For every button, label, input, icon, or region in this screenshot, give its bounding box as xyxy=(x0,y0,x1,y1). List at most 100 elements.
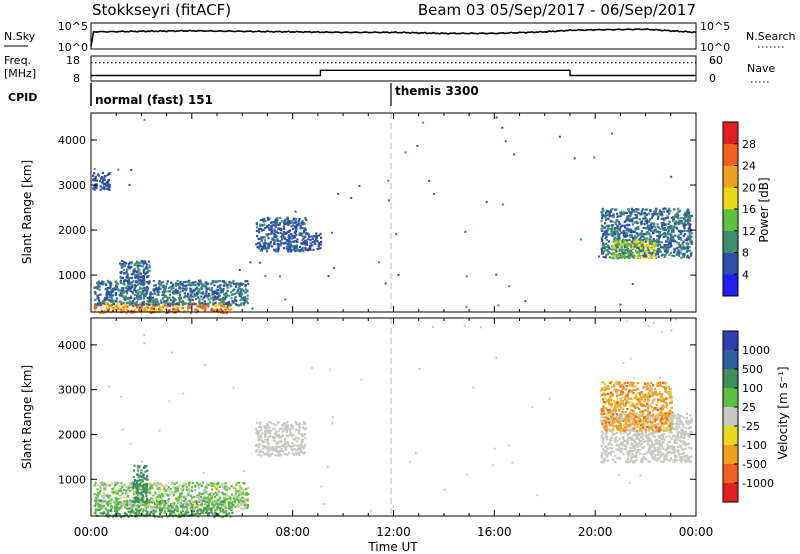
velocity-cell xyxy=(184,511,187,514)
velocity-cell xyxy=(182,513,185,516)
power-cell xyxy=(115,299,118,303)
power-cell xyxy=(274,239,277,242)
velocity-cell xyxy=(659,451,662,454)
velocity-cell xyxy=(626,442,629,445)
power-cell xyxy=(212,292,215,295)
power-cell xyxy=(263,236,266,239)
power-cell xyxy=(609,215,612,218)
power-cell xyxy=(101,176,104,179)
velocity-cell xyxy=(184,497,187,500)
power-cell xyxy=(660,222,663,225)
power-cell xyxy=(133,296,136,300)
power-cell xyxy=(303,241,306,244)
power-cell xyxy=(262,228,265,231)
power-cell xyxy=(244,296,247,299)
power-cell xyxy=(139,287,142,290)
nsky-panel: N.Sky 10^5 10^0 10^5 10^0 N.Search xyxy=(4,20,796,54)
velocity-cell xyxy=(128,482,132,485)
power-cell xyxy=(143,118,146,121)
velocity-cell xyxy=(304,433,307,436)
velocity-cell xyxy=(163,503,166,506)
power-cell xyxy=(620,245,623,248)
power-cell xyxy=(189,290,192,293)
velocity-cell xyxy=(149,511,152,514)
velocity-cell xyxy=(688,426,691,429)
power-cell xyxy=(653,239,656,242)
velocity-cell xyxy=(686,433,689,436)
power-cell xyxy=(625,255,628,259)
power-cell xyxy=(602,214,605,217)
velocity-cell xyxy=(237,501,240,504)
velocity-cell xyxy=(234,500,237,503)
velocity-cell xyxy=(241,501,244,504)
velocity-cell xyxy=(680,428,683,431)
power-cell xyxy=(650,252,653,255)
power-cell xyxy=(220,304,223,307)
velocity-cell xyxy=(228,487,231,490)
velocity-cell xyxy=(683,441,686,444)
velocity-cell xyxy=(279,454,282,457)
velocity-cell xyxy=(204,485,207,489)
velocity-cell xyxy=(669,445,672,448)
power-cell xyxy=(626,223,629,226)
power-cell xyxy=(618,233,621,236)
velocity-cell xyxy=(688,434,691,438)
velocity-cell xyxy=(199,498,202,501)
power-cell xyxy=(186,310,189,313)
power-cell xyxy=(604,256,607,259)
power-cell xyxy=(662,235,665,238)
power-cell xyxy=(604,216,607,219)
velocity-cell xyxy=(261,444,264,447)
power-cell xyxy=(138,271,141,274)
power-cell xyxy=(282,234,285,237)
power-cell xyxy=(206,296,209,299)
power-cell xyxy=(604,214,607,217)
velocity-cell xyxy=(95,502,98,505)
power-cell xyxy=(659,227,662,230)
power-cell xyxy=(131,300,134,303)
power-cell xyxy=(187,284,190,287)
power-cell xyxy=(196,310,199,313)
velocity-cell xyxy=(667,429,670,432)
velocity-cell xyxy=(225,484,228,487)
power-cell xyxy=(636,242,639,246)
velocity-cell xyxy=(138,495,141,498)
power-cell xyxy=(203,300,206,303)
power-cell xyxy=(133,263,136,266)
power-cell xyxy=(136,294,139,298)
power-cell xyxy=(176,302,179,305)
velocity-cell xyxy=(651,457,654,460)
velocity-cell xyxy=(246,506,249,509)
velocity-cell xyxy=(125,499,129,503)
velocity-cell xyxy=(673,439,676,442)
velocity-cell xyxy=(115,508,118,511)
velocity-cell xyxy=(136,514,139,517)
power-cell xyxy=(198,298,201,301)
freq-label: Freq. xyxy=(4,54,31,67)
power-cell xyxy=(681,221,684,224)
velocity-cell xyxy=(282,429,285,432)
power-cell xyxy=(212,302,215,305)
velocity-cell xyxy=(132,475,135,479)
power-cell xyxy=(645,208,649,211)
power-cell xyxy=(181,307,184,310)
power-cell xyxy=(621,238,624,241)
velocity-cell xyxy=(652,424,655,427)
velocity-cell xyxy=(621,436,625,439)
power-cell xyxy=(611,132,613,135)
velocity-cell xyxy=(116,492,119,495)
power-cell xyxy=(266,224,269,228)
power-cell xyxy=(613,248,616,251)
power-cell xyxy=(634,244,637,247)
power-cell xyxy=(261,236,264,239)
power-cell xyxy=(678,254,681,257)
velocity-cell xyxy=(683,455,686,458)
power-cell xyxy=(274,220,277,223)
power-cell xyxy=(312,235,315,238)
velocity-cell xyxy=(263,445,266,448)
power-cell xyxy=(289,233,293,236)
velocity-cell xyxy=(176,510,179,513)
power-cell xyxy=(239,299,242,302)
velocity-cell xyxy=(211,485,214,488)
power-cell xyxy=(619,229,622,232)
